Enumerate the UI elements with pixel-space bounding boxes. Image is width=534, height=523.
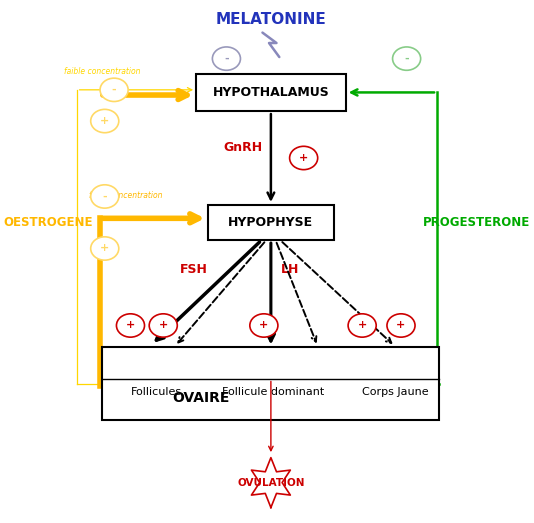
- Ellipse shape: [250, 314, 278, 337]
- FancyBboxPatch shape: [208, 205, 334, 240]
- Text: +: +: [299, 153, 308, 163]
- Text: OVULATION: OVULATION: [237, 477, 304, 487]
- Ellipse shape: [91, 109, 119, 133]
- Text: +: +: [259, 321, 269, 331]
- Text: +: +: [396, 321, 406, 331]
- Ellipse shape: [100, 78, 128, 101]
- Text: HYPOPHYSE: HYPOPHYSE: [229, 216, 313, 229]
- Text: FSH: FSH: [180, 263, 208, 276]
- Text: +: +: [358, 321, 367, 331]
- Text: -: -: [224, 54, 229, 64]
- Text: Follicules: Follicules: [131, 386, 182, 396]
- Ellipse shape: [387, 314, 415, 337]
- Ellipse shape: [348, 314, 376, 337]
- FancyBboxPatch shape: [103, 347, 439, 420]
- Ellipse shape: [91, 237, 119, 260]
- Text: +: +: [126, 321, 135, 331]
- Ellipse shape: [213, 47, 240, 70]
- Text: +: +: [159, 321, 168, 331]
- Polygon shape: [252, 458, 290, 507]
- Text: MELATONINE: MELATONINE: [216, 12, 326, 27]
- Text: HYPOTHALAMUS: HYPOTHALAMUS: [213, 86, 329, 99]
- Ellipse shape: [116, 314, 145, 337]
- Text: OESTROGENE: OESTROGENE: [4, 216, 93, 229]
- Text: -: -: [112, 85, 116, 95]
- Ellipse shape: [91, 185, 119, 208]
- Text: -: -: [103, 191, 107, 201]
- Text: OVAIRE: OVAIRE: [172, 391, 230, 405]
- Text: faible concentration: faible concentration: [64, 67, 140, 76]
- Text: +: +: [100, 244, 109, 254]
- Text: Corps Jaune: Corps Jaune: [362, 386, 428, 396]
- Text: Follicule dominant: Follicule dominant: [222, 386, 324, 396]
- Text: PROGESTERONE: PROGESTERONE: [423, 216, 530, 229]
- Text: +: +: [100, 116, 109, 126]
- Ellipse shape: [392, 47, 421, 70]
- Text: LH: LH: [280, 263, 299, 276]
- Text: forte concentration: forte concentration: [89, 190, 162, 199]
- Ellipse shape: [149, 314, 177, 337]
- Text: GnRH: GnRH: [223, 141, 262, 154]
- Ellipse shape: [289, 146, 318, 169]
- Text: -: -: [404, 54, 409, 64]
- FancyBboxPatch shape: [196, 74, 346, 111]
